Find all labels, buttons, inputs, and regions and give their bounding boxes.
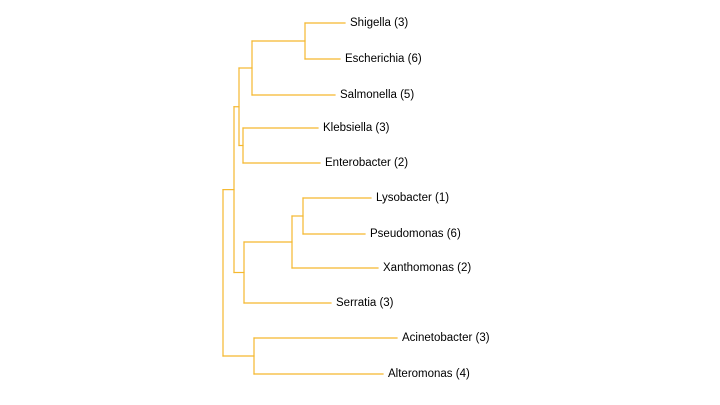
tree-labels: Shigella (3) Escherichia (6) Salmonella (5…	[323, 17, 490, 380]
leaf-label-salmonella: Salmonella (5)	[340, 89, 414, 101]
leaf-label-klebsiella: Klebsiella (3)	[323, 122, 390, 134]
leaf-label-enterobacter: Enterobacter (2)	[325, 157, 408, 169]
leaf-label-xanthomonas: Xanthomonas (2)	[383, 262, 471, 274]
leaf-label-serratia: Serratia (3)	[336, 297, 394, 309]
leaf-label-acinetobacter: Acinetobacter (3)	[402, 332, 490, 344]
tree-branches	[222, 22, 398, 375]
leaf-label-shigella: Shigella (3)	[350, 17, 408, 29]
leaf-label-alteromonas: Alteromonas (4)	[388, 368, 470, 380]
leaf-label-pseudomonas: Pseudomonas (6)	[370, 228, 461, 240]
leaf-label-escherichia: Escherichia (6)	[345, 53, 422, 65]
leaf-label-lysobacter: Lysobacter (1)	[376, 192, 449, 204]
